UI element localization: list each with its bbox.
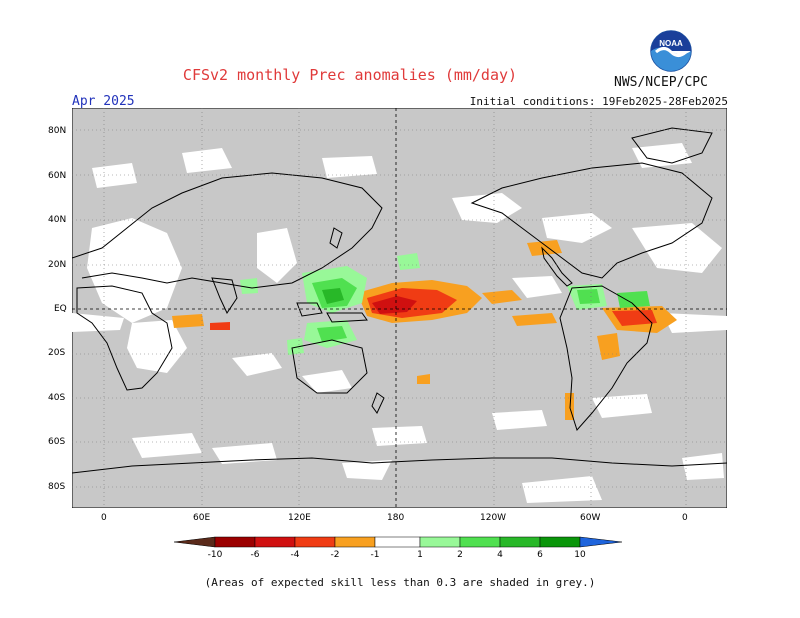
lat-label-40s: 40S <box>48 393 66 403</box>
grid-lines <box>72 108 727 508</box>
colorbar-tick-neg10: -10 <box>208 550 223 560</box>
noaa-logo-icon: NOAA <box>650 30 692 72</box>
colorbar-swatch-neg10-neg6 <box>214 536 256 548</box>
colorbar-swatch-neg4-neg2 <box>294 536 336 548</box>
lat-label-60s: 60S <box>48 437 66 447</box>
colorbar-tick-10: 10 <box>574 550 586 560</box>
skill-mask-patches <box>72 143 727 503</box>
colorbar-tick-2: 2 <box>457 550 463 560</box>
lon-label-120w: 120W <box>480 513 507 523</box>
lat-label-20s: 20S <box>48 348 66 358</box>
colorbar-swatch-neutral <box>374 536 421 548</box>
wet-anomalies <box>240 253 650 355</box>
initial-conditions: Initial conditions: 19Feb2025-28Feb2025 <box>469 95 728 108</box>
lat-label-80s: 80S <box>48 482 66 492</box>
lat-label-20n: 20N <box>48 260 67 270</box>
lat-label-40n: 40N <box>48 215 67 225</box>
colorbar-swatch-2-4 <box>459 536 501 548</box>
precip-anomaly-map: 80N <box>72 108 727 508</box>
lon-label-60w: 60W <box>580 513 601 523</box>
lat-label-80n: 80N <box>48 126 67 136</box>
lat-label-eq: EQ <box>54 304 67 314</box>
colorbar-tick-neg6: -6 <box>251 550 260 560</box>
colorbar-tick-neg4: -4 <box>291 550 300 560</box>
forecast-month: Apr 2025 <box>72 94 135 109</box>
colorbar-tick-4: 4 <box>497 550 503 560</box>
lat-label-60n: 60N <box>48 171 67 181</box>
lon-label-60e: 60E <box>193 513 211 523</box>
lon-label-120e: 120E <box>288 513 311 523</box>
lon-label-180: 180 <box>387 513 405 523</box>
precip-colorbar: -10 -6 -4 -2 -1 1 2 4 6 10 <box>173 536 623 560</box>
lon-label-0-right: 0 <box>682 513 688 523</box>
dry-anomalies <box>172 240 677 420</box>
colorbar-swatch-6-10 <box>539 536 581 548</box>
colorbar-tick-neg2: -2 <box>331 550 340 560</box>
lon-label-0-left: 0 <box>101 513 107 523</box>
colorbar-swatch-lt-neg10 <box>173 536 216 548</box>
map-title: CFSv2 monthly Prec anomalies (mm/day) <box>182 66 518 84</box>
svg-text:NOAA: NOAA <box>659 39 683 48</box>
colorbar-swatch-1-2 <box>419 536 461 548</box>
colorbar-swatch-4-6 <box>499 536 541 548</box>
colorbar-tick-6: 6 <box>537 550 543 560</box>
organization-label: NWS/NCEP/CPC <box>614 75 708 90</box>
skill-footnote: (Areas of expected skill less than 0.3 a… <box>204 576 596 589</box>
coastlines <box>72 127 727 474</box>
colorbar-swatch-neg6-neg4 <box>254 536 296 548</box>
colorbar-swatch-gt-10 <box>579 536 623 548</box>
colorbar-swatch-neg2-neg1 <box>334 536 376 548</box>
colorbar-tick-1: 1 <box>417 550 423 560</box>
colorbar-tick-neg1: -1 <box>371 550 380 560</box>
